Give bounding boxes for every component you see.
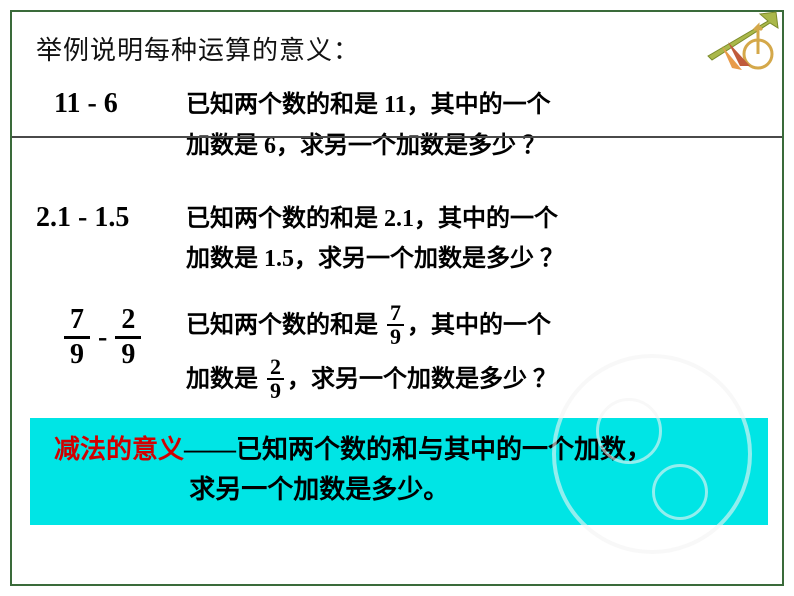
slide-frame: 举例说明每种运算的意义： 11 - 6 已知两个数的和是 11，其中的一个 加数… xyxy=(10,10,784,586)
denominator: 9 xyxy=(70,339,84,369)
example-row: 2.1 - 1.5 已知两个数的和是 2.1，其中的一个 加数是 1.5，求另一… xyxy=(36,199,758,281)
inline-fraction: 2 9 xyxy=(267,356,284,402)
desc-text: 已知两个数的和是 xyxy=(186,313,378,339)
numerator: 2 xyxy=(115,306,141,339)
denominator: 9 xyxy=(121,339,135,369)
denominator: 9 xyxy=(390,326,401,348)
slide-title: 举例说明每种运算的意义： xyxy=(36,30,758,67)
denominator: 9 xyxy=(270,380,281,402)
corner-decoration-icon xyxy=(698,6,788,78)
watermark-icon xyxy=(552,354,752,554)
expression: 11 - 6 xyxy=(36,85,186,121)
desc-line: 已知两个数的和是 2.1，其中的一个 xyxy=(186,199,758,240)
inline-fraction: 7 9 xyxy=(387,302,404,348)
description: 已知两个数的和是 11，其中的一个 加数是 6，求另一个加数是多少 ？ xyxy=(186,85,758,167)
divider-line xyxy=(12,136,782,138)
numerator: 7 xyxy=(64,306,90,339)
fraction: 2 9 xyxy=(115,306,141,369)
desc-line: 加数是 6，求另一个加数是多少 ？ xyxy=(186,126,758,167)
desc-text: ，求另一个加数是多少 ？ xyxy=(287,367,557,393)
expression-fraction: 7 9 - 2 9 xyxy=(36,304,186,369)
numerator: 2 xyxy=(267,356,284,380)
numerator: 7 xyxy=(387,302,404,326)
desc-line: 已知两个数的和是 7 9 ，其中的一个 xyxy=(186,304,758,350)
minus-sign: - xyxy=(98,321,107,355)
desc-text: ，其中的一个 xyxy=(407,313,551,339)
example-row: 11 - 6 已知两个数的和是 11，其中的一个 加数是 6，求另一个加数是多少… xyxy=(36,85,758,167)
expression: 2.1 - 1.5 xyxy=(36,199,186,235)
desc-line: 已知两个数的和是 11，其中的一个 xyxy=(186,85,758,126)
summary-term: 减法的意义 xyxy=(54,435,184,464)
desc-line: 加数是 1.5，求另一个加数是多少 ？ xyxy=(186,239,758,280)
fraction: 7 9 xyxy=(64,306,90,369)
desc-text: 加数是 xyxy=(186,367,258,393)
description: 已知两个数的和是 2.1，其中的一个 加数是 1.5，求另一个加数是多少 ？ xyxy=(186,199,758,281)
